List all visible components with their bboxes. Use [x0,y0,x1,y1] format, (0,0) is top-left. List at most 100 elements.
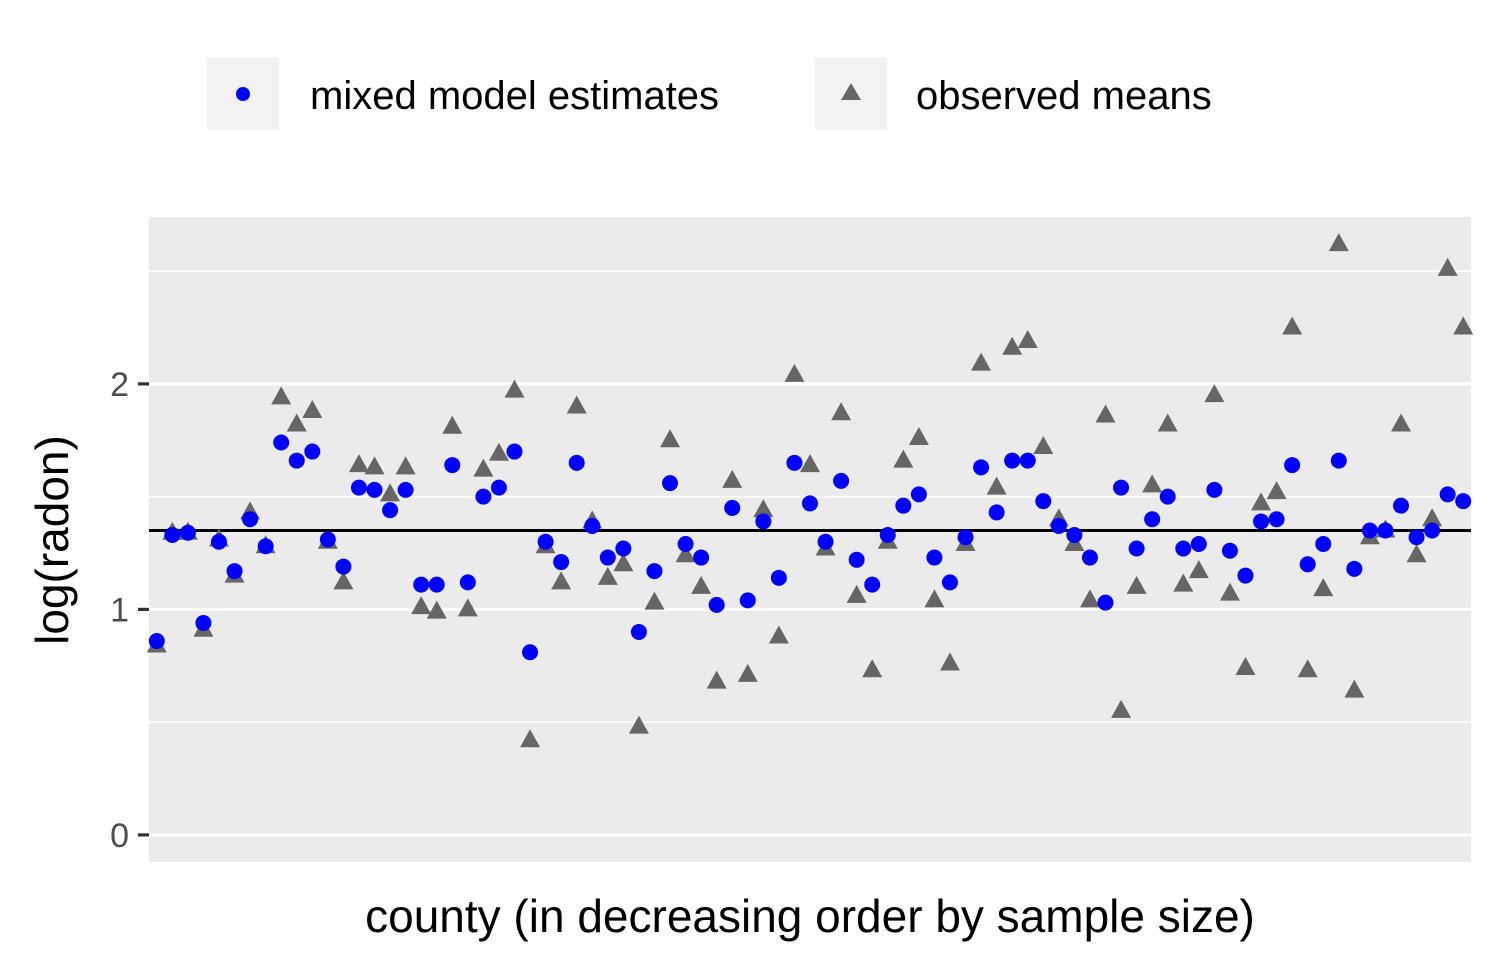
observed-mean-point [1095,404,1116,423]
mixed-model-points [148,434,1472,661]
observed-mean-point [488,442,509,461]
observed-mean-point [1391,413,1412,432]
mixed-model-estimate-point [242,511,259,528]
mixed-model-estimate-point [195,614,212,631]
mixed-model-estimate-point [1299,556,1316,573]
mixed-model-estimate-point [1019,452,1036,469]
mixed-model-estimate-point [1253,513,1270,530]
observed-mean-point [831,402,852,421]
mixed-model-estimate-point [1221,542,1238,559]
observed-mean-point [628,715,649,734]
observed-mean-point [333,571,354,590]
mixed-model-estimate-point [1393,497,1410,514]
mixed-model-estimate-point [490,479,507,496]
observed-mean-point [613,553,634,572]
mixed-model-estimate-point [1439,486,1456,503]
observed-mean-point [1157,413,1178,432]
mixed-model-estimate-point [444,457,461,474]
mixed-model-estimate-point [319,531,336,548]
observed-mean-point [1453,316,1474,335]
mixed-model-estimate-point [568,454,585,471]
mixed-model-estimate-point [1081,549,1098,566]
mixed-model-estimate-point [350,479,367,496]
observed-mean-point [846,584,867,603]
observed-mean-point [566,395,587,414]
mixed-model-estimate-point [1330,452,1347,469]
mixed-model-estimate-point [335,558,352,575]
observed-mean-point [1219,582,1240,601]
mixed-model-estimate-point [662,475,679,492]
mixed-model-estimate-point [1035,493,1052,510]
observed-mean-point [473,458,494,477]
observed-mean-point [784,363,805,382]
observed-mean-point [644,591,665,610]
observed-mean-point [1251,492,1272,511]
mixed-model-estimate-point [1455,493,1472,510]
observed-mean-point [939,652,960,671]
mixed-model-estimate-point [428,576,445,593]
mixed-model-estimate-point [1128,540,1145,557]
mixed-model-estimate-point [148,632,165,649]
observed-mean-point [737,663,758,682]
y-axis-title: log(radon) [26,435,78,645]
mixed-model-estimate-point [724,499,741,516]
mixed-model-estimate-point [537,533,554,550]
observed-mean-point [893,449,914,468]
mixed-model-estimate-point [1113,479,1130,496]
mixed-model-estimate-point [755,513,772,530]
mixed-model-estimate-point [164,526,181,543]
mixed-model-estimate-point [864,576,881,593]
mixed-model-estimate-point [770,569,787,586]
y-tick-label: 0 [110,817,129,855]
mixed-model-estimate-point [506,443,523,460]
observed-mean-point [1282,316,1303,335]
mixed-model-estimate-point [1424,522,1441,539]
observed-mean-point [1406,544,1427,563]
mixed-model-estimate-point [615,540,632,557]
observed-mean-point [520,729,541,748]
observed-mean-point [1235,657,1256,676]
mixed-model-estimate-point [879,526,896,543]
observed-mean-point [271,386,292,405]
observed-mean-point [411,596,432,615]
mixed-model-estimate-point [1346,560,1363,577]
mixed-model-estimate-point [1159,488,1176,505]
observed-mean-point [1328,233,1349,252]
mixed-model-estimate-point [382,502,399,519]
mixed-model-estimate-point [1144,511,1161,528]
observed-mean-point [753,499,774,518]
mixed-model-estimate-point [833,472,850,489]
observed-mean-point [800,454,820,473]
observed-mean-point [1422,508,1443,527]
legend-label-observed: observed means [916,74,1212,118]
mixed-model-estimate-point [988,504,1005,521]
observed-mean-point [380,483,401,502]
observed-mean-point [395,456,416,475]
observed-mean-point [924,589,945,608]
observed-mean-point [1173,573,1194,592]
mixed-model-estimate-point [1004,452,1021,469]
mixed-model-estimate-point [926,549,943,566]
mixed-model-estimate-point [1206,481,1223,498]
observed-mean-point [504,379,525,398]
observed-mean-point [1033,436,1054,455]
mixed-model-estimate-point [459,574,476,591]
observed-mean-point [971,352,992,371]
mixed-model-estimate-point [475,488,492,505]
observed-mean-point [1437,257,1458,276]
legend-key-circle-icon [236,87,250,101]
mixed-model-estimate-point [1190,536,1207,553]
mixed-model-estimate-point [848,551,865,568]
mixed-model-estimate-point [1284,457,1301,474]
mixed-model-estimate-point [1408,529,1425,546]
observed-mean-point [348,454,369,473]
observed-mean-point [1313,578,1334,597]
mixed-model-estimate-point [1097,594,1114,611]
mixed-model-estimate-point [708,596,725,613]
mixed-model-estimate-point [599,549,616,566]
observed-mean-point [1126,575,1147,594]
observed-mean-point [286,413,307,432]
legend-label-estimates: mixed model estimates [310,74,719,118]
observed-mean-point [364,456,385,475]
